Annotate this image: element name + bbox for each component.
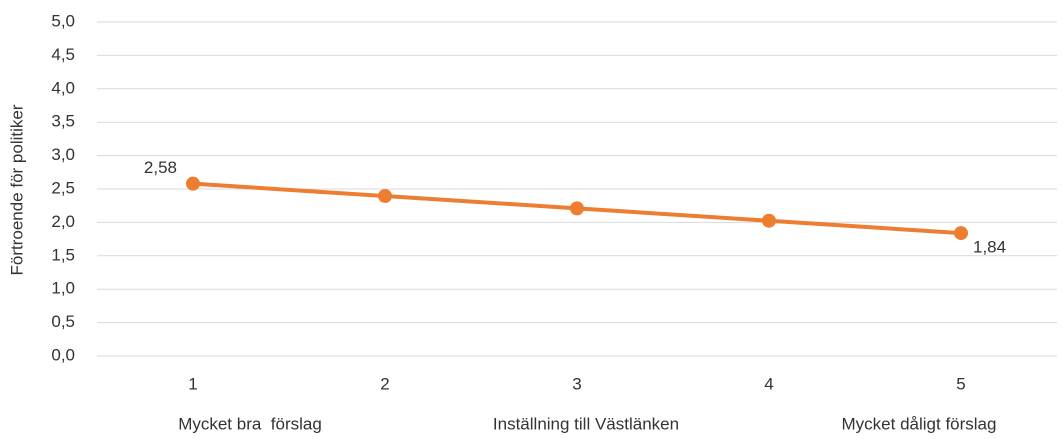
y-axis-title: Förtroende för politiker bbox=[7, 104, 26, 275]
y-tick-label: 3,0 bbox=[51, 145, 75, 164]
marker bbox=[378, 189, 392, 204]
x-axis-title: Inställning till Västlänken bbox=[493, 414, 679, 433]
y-tick-label: 2,5 bbox=[51, 178, 75, 197]
x-tick-label: 5 bbox=[956, 374, 965, 393]
marker bbox=[954, 226, 968, 241]
y-tick-label: 4,0 bbox=[51, 78, 75, 97]
y-tick-label: 1,5 bbox=[51, 245, 75, 264]
y-tick-label: 0,5 bbox=[51, 312, 75, 331]
x-tick-label: 3 bbox=[572, 374, 581, 393]
data-label: 1,84 bbox=[973, 238, 1006, 257]
y-tick-label: 3,5 bbox=[51, 112, 75, 131]
x-tick-label: 4 bbox=[764, 374, 773, 393]
data-label: 2,58 bbox=[144, 158, 177, 177]
y-tick-label: 1,0 bbox=[51, 279, 75, 298]
marker bbox=[186, 176, 200, 191]
y-tick-label: 2,0 bbox=[51, 212, 75, 231]
y-tick-label: 4,5 bbox=[51, 45, 75, 64]
marker bbox=[570, 201, 584, 216]
annotation: Mycket dåligt förslag bbox=[842, 414, 997, 433]
y-tick-label: 0,0 bbox=[51, 345, 75, 364]
x-tick-label: 2 bbox=[380, 374, 389, 393]
marker bbox=[762, 213, 776, 228]
x-tick-label: 1 bbox=[188, 374, 197, 393]
y-tick-label: 5,0 bbox=[51, 11, 75, 30]
annotation: Mycket bra förslag bbox=[178, 414, 322, 433]
